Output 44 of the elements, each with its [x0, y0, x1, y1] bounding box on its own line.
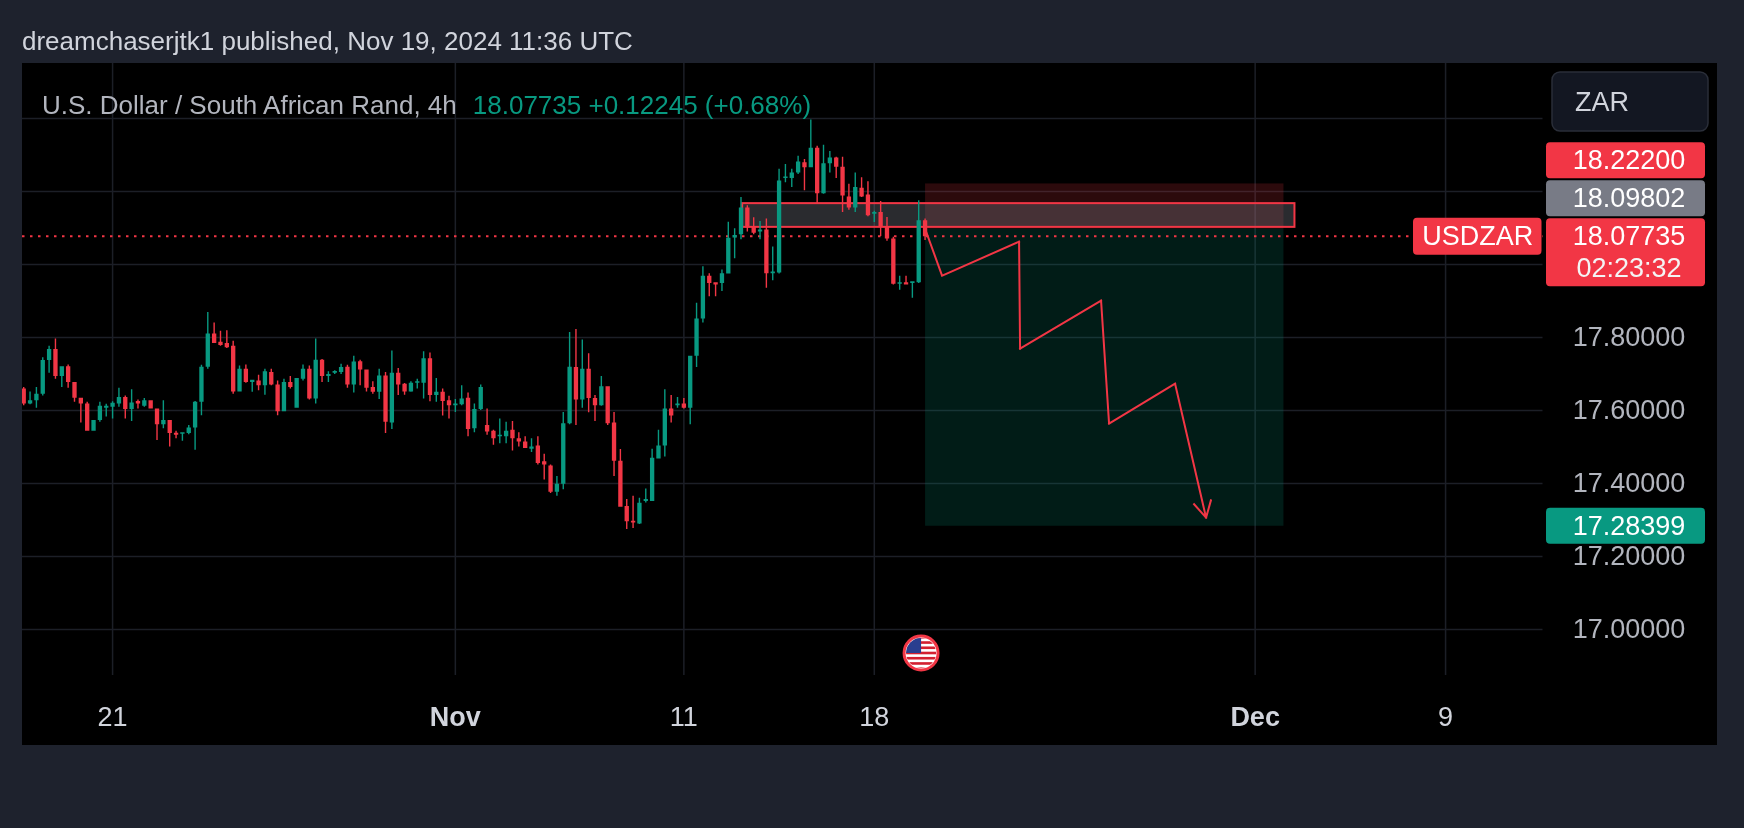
candlestick — [357, 359, 363, 386]
y-tick-label: 17.20000 — [1572, 541, 1686, 572]
candlestick — [27, 391, 33, 405]
candlestick — [370, 381, 375, 394]
candlestick — [903, 275, 909, 285]
candlestick — [713, 282, 718, 297]
text: dreamchaserjtk1 published, Nov 19, 2024 11:36 UTC — [22, 26, 633, 56]
y-axis-title: ZAR — [1575, 87, 1629, 117]
candlestick — [669, 395, 674, 423]
candlestick — [180, 432, 185, 441]
candlestick — [116, 387, 122, 407]
candlestick — [573, 329, 579, 426]
candlestick — [554, 476, 560, 496]
candlestick — [827, 150, 833, 173]
y-tick-label: 17.00000 — [1572, 614, 1686, 645]
x-tick-label: 9 — [1438, 702, 1454, 732]
candlestick — [592, 395, 598, 421]
candlestick — [484, 408, 490, 435]
candlestick — [757, 221, 763, 240]
text: 18.07735 — [1572, 221, 1686, 252]
candlestick — [503, 421, 509, 444]
text: 18.09802 — [1572, 183, 1686, 214]
y-tick-label: 17.60000 — [1572, 395, 1686, 426]
candlestick — [78, 397, 83, 423]
candlestick — [173, 430, 179, 439]
candlestick — [224, 330, 229, 349]
candlestick — [681, 398, 687, 409]
candlestick — [516, 432, 521, 447]
text: 02:23:32 — [1576, 253, 1682, 284]
x-tick-label: 11 — [669, 702, 698, 732]
candlestick — [135, 399, 141, 409]
candlestick — [446, 395, 452, 419]
ref-line-label: USDZAR — [1422, 221, 1534, 252]
text: 18.22200 — [1572, 145, 1686, 176]
x-tick-label: 18 — [859, 702, 890, 732]
text: U.S. Dollar / South African Rand, 4h — [42, 90, 457, 120]
x-tick-label: 21 — [97, 702, 128, 732]
text: 18.07735 +0.12245 (+0.68%) — [472, 90, 812, 120]
y-tick-label: 17.40000 — [1572, 468, 1686, 499]
text: 17.28399 — [1572, 510, 1686, 541]
x-tick-label: Dec — [1230, 702, 1280, 732]
candlestick — [630, 495, 636, 528]
x-tick-label: Nov — [429, 702, 481, 732]
y-tick-label: 17.80000 — [1572, 322, 1686, 353]
